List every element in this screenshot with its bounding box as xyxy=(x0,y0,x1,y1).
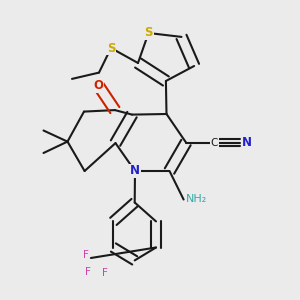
Text: N: N xyxy=(130,164,140,178)
Text: F: F xyxy=(85,267,91,278)
Text: S: S xyxy=(107,41,115,55)
Text: N: N xyxy=(242,136,252,149)
Text: C: C xyxy=(211,137,218,148)
Text: F: F xyxy=(102,268,108,278)
Text: S: S xyxy=(144,26,153,40)
Text: F: F xyxy=(82,250,88,260)
Text: O: O xyxy=(93,79,103,92)
Text: NH₂: NH₂ xyxy=(186,194,207,205)
